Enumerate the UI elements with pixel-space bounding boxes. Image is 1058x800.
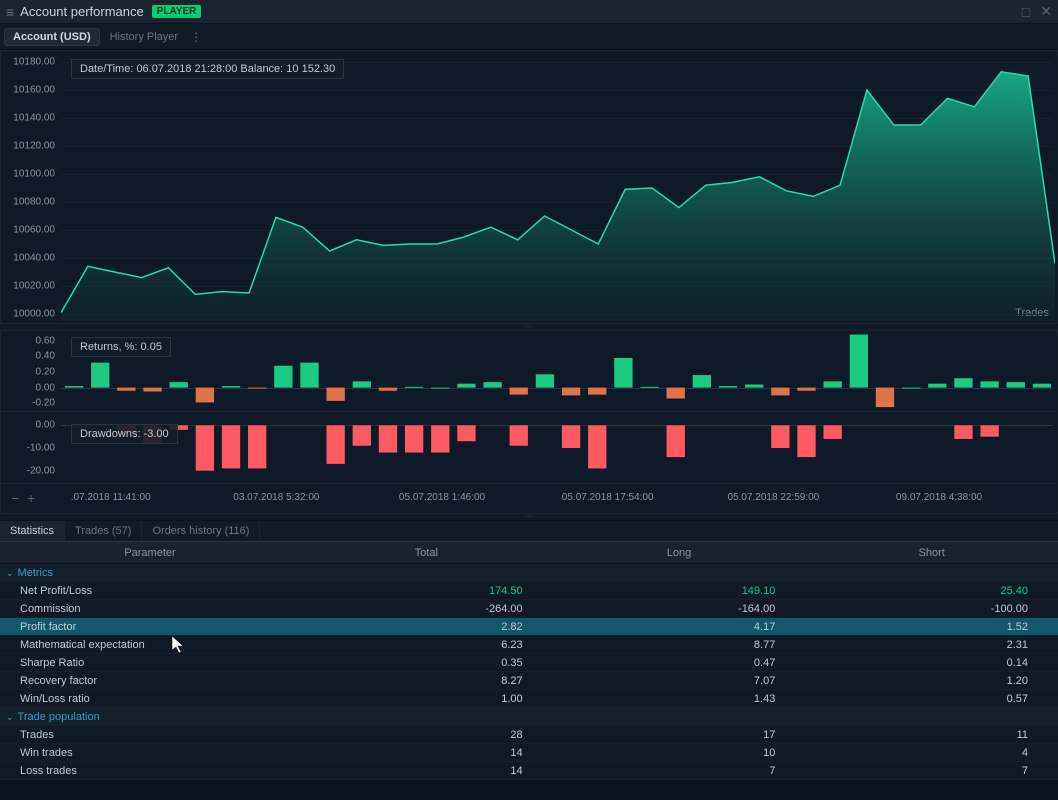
stats-short: 2.31 <box>805 639 1058 651</box>
chart-divider-2[interactable]: ⋯ <box>0 514 1058 520</box>
zoom-out-icon[interactable]: − <box>11 490 19 506</box>
mode-label: History Player <box>110 31 178 43</box>
stats-row[interactable]: Recovery factor8.277.071.20 <box>0 672 1058 690</box>
stats-total: 14 <box>300 765 553 777</box>
group-name: Trade population <box>18 711 100 723</box>
stats-row[interactable]: Trades281711 <box>0 726 1058 744</box>
xaxis-tick: 09.07.2018 4:38:00 <box>896 492 982 503</box>
account-selector[interactable]: Account (USD) <box>4 28 100 46</box>
stats-param: Win/Loss ratio <box>0 693 300 705</box>
stats-short: 0.14 <box>805 657 1058 669</box>
stats-short: 1.20 <box>805 675 1058 687</box>
stats-body: ⌄ Metrics Net Profit/Loss174.50149.1025.40… <box>0 564 1058 780</box>
header-short: Short <box>805 547 1058 559</box>
chevron-down-icon: ⌄ <box>6 568 14 579</box>
stats-row[interactable]: Profit factor2.824.171.52 <box>0 618 1058 636</box>
stats-short: 11 <box>805 729 1058 741</box>
stats-long: -164.00 <box>553 603 806 615</box>
stats-row[interactable]: Sharpe Ratio0.350.470.14 <box>0 654 1058 672</box>
xaxis-tick: .07.2018 11:41:00 <box>71 492 151 503</box>
stats-total: 6.23 <box>300 639 553 651</box>
stats-long: 4.17 <box>553 621 806 633</box>
group-name: Metrics <box>18 567 53 579</box>
stats-param: Loss trades <box>0 765 300 777</box>
stats-long: 149.10 <box>553 585 806 597</box>
stats-total: 1.00 <box>300 693 553 705</box>
stats-row[interactable]: Net Profit/Loss174.50149.1025.40 <box>0 582 1058 600</box>
stats-long: 7.07 <box>553 675 806 687</box>
stats-total: 14 <box>300 747 553 759</box>
header-long: Long <box>553 547 806 559</box>
stats-group-header[interactable]: ⌄ Trade population <box>0 708 1058 726</box>
stats-long: 7 <box>553 765 806 777</box>
stats-row[interactable]: Commission-264.00-164.00-100.00 <box>0 600 1058 618</box>
stats-short: 7 <box>805 765 1058 777</box>
chevron-down-icon: ⌄ <box>6 712 14 723</box>
stats-row[interactable]: Win trades14104 <box>0 744 1058 762</box>
xaxis-tick: 05.07.2018 17:54:00 <box>562 492 654 503</box>
window-titlebar: ≡ Account performance PLAYER □ ✕ <box>0 0 1058 24</box>
player-badge: PLAYER <box>152 5 202 18</box>
returns-info-box: Returns, %: 0.05 <box>71 337 171 357</box>
stats-param: Trades <box>0 729 300 741</box>
stats-param: Win trades <box>0 747 300 759</box>
window-title: Account performance <box>20 4 144 19</box>
drawdowns-info-box: Drawdowns: -3.00 <box>71 424 178 444</box>
stats-long: 1.43 <box>553 693 806 705</box>
maximize-icon[interactable]: □ <box>1022 4 1030 20</box>
stats-group-header[interactable]: ⌄ Metrics <box>0 564 1058 582</box>
zoom-in-icon[interactable]: + <box>27 490 35 506</box>
close-icon[interactable]: ✕ <box>1040 3 1052 20</box>
header-parameter: Parameter <box>0 547 300 559</box>
stats-long: 17 <box>553 729 806 741</box>
stats-short: 0.57 <box>805 693 1058 705</box>
stats-total: 174.50 <box>300 585 553 597</box>
stats-param: Mathematical expectation <box>0 639 300 651</box>
menu-icon[interactable]: ≡ <box>6 4 14 20</box>
stats-param: Net Profit/Loss <box>0 585 300 597</box>
toolbar: Account (USD) History Player ⋮ <box>0 24 1058 50</box>
xaxis-tick: 05.07.2018 22:59:00 <box>727 492 819 503</box>
stats-total: 0.35 <box>300 657 553 669</box>
stats-short: 4 <box>805 747 1058 759</box>
returns-chart[interactable]: Returns, %: 0.05 -0.200.000.200.400.60 <box>0 330 1058 412</box>
stats-param: Commission <box>0 603 300 615</box>
stats-param: Profit factor <box>0 621 300 633</box>
charts-area: Date/Time: 06.07.2018 21:28:00 Balance: … <box>0 50 1058 520</box>
xaxis-tick: 03.07.2018 5:32:00 <box>233 492 319 503</box>
stats-long: 8.77 <box>553 639 806 651</box>
stats-short: 1.52 <box>805 621 1058 633</box>
chart-xaxis: − + .07.2018 11:41:00 03.07.2018 5:32:00 0… <box>0 484 1058 514</box>
tab-orders[interactable]: Orders history (116) <box>142 521 260 541</box>
xaxis-tick: 05.07.2018 1:46:00 <box>399 492 485 503</box>
stats-long: 0.47 <box>553 657 806 669</box>
stats-row[interactable]: Loss trades1477 <box>0 762 1058 780</box>
stats-short: 25.40 <box>805 585 1058 597</box>
zoom-controls[interactable]: − + <box>11 490 35 506</box>
stats-short: -100.00 <box>805 603 1058 615</box>
balance-info-box: Date/Time: 06.07.2018 21:28:00 Balance: … <box>71 59 344 79</box>
stats-total: 2.82 <box>300 621 553 633</box>
stats-row[interactable]: Mathematical expectation6.238.772.31 <box>0 636 1058 654</box>
tab-statistics[interactable]: Statistics <box>0 521 65 541</box>
stats-param: Sharpe Ratio <box>0 657 300 669</box>
drawdowns-chart[interactable]: Drawdowns: -3.00 -20.00-10.000.00 <box>0 412 1058 484</box>
toolbar-more-icon[interactable]: ⋮ <box>190 30 202 44</box>
stats-total: 8.27 <box>300 675 553 687</box>
stats-row[interactable]: Win/Loss ratio1.001.430.57 <box>0 690 1058 708</box>
stats-long: 10 <box>553 747 806 759</box>
tab-trades[interactable]: Trades (57) <box>65 521 142 541</box>
stats-total: -264.00 <box>300 603 553 615</box>
stats-total: 28 <box>300 729 553 741</box>
stats-tabs: Statistics Trades (57) Orders history (1… <box>0 520 1058 542</box>
stats-param: Recovery factor <box>0 675 300 687</box>
stats-header: Parameter Total Long Short <box>0 542 1058 564</box>
header-total: Total <box>300 547 553 559</box>
balance-chart[interactable]: Date/Time: 06.07.2018 21:28:00 Balance: … <box>0 50 1058 324</box>
